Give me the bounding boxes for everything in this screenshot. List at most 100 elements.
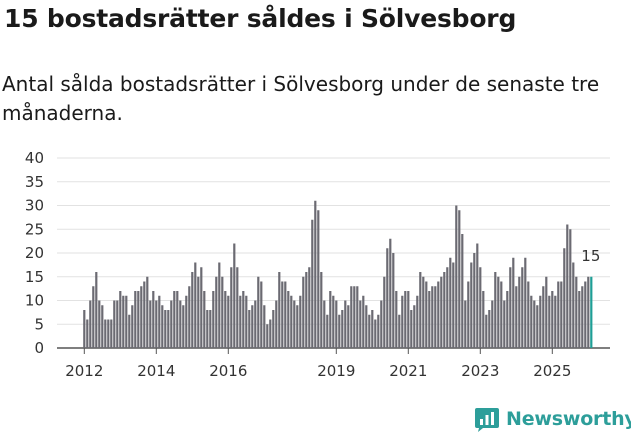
bar: [497, 276, 500, 348]
bar: [290, 295, 293, 348]
bar: [110, 319, 113, 348]
bar: [320, 272, 323, 348]
bar: [341, 310, 344, 348]
bar: [473, 253, 476, 348]
x-tick-label: 2014: [137, 362, 175, 380]
bar: [467, 281, 470, 348]
bar: [506, 291, 509, 348]
bar: [539, 295, 542, 348]
bar: [149, 300, 152, 348]
bar: [197, 276, 200, 348]
bar: [533, 300, 536, 348]
bar: [548, 295, 551, 348]
bar: [89, 300, 92, 348]
bar: [422, 276, 425, 348]
bar: [284, 281, 287, 348]
bar: [428, 291, 431, 348]
bar: [215, 276, 218, 348]
bar: [317, 210, 320, 348]
bar: [557, 281, 560, 348]
bar: [503, 300, 506, 348]
bar: [164, 310, 167, 348]
bar: [272, 310, 275, 348]
bar: [143, 281, 146, 348]
bar: [248, 310, 251, 348]
bar: [440, 276, 443, 348]
bar: [281, 281, 284, 348]
newsworthy-brand: Newsworthy: [474, 406, 631, 432]
bar: [188, 286, 191, 348]
last-value-label: 15: [581, 247, 600, 265]
bar: [563, 248, 566, 348]
bar: [572, 262, 575, 348]
bar: [419, 272, 422, 348]
bar: [218, 262, 221, 348]
bar: [158, 295, 161, 348]
bar: [527, 281, 530, 348]
bar: [560, 281, 563, 348]
bar-latest: [590, 276, 593, 348]
bar: [566, 224, 569, 348]
bar: [362, 295, 365, 348]
bar: [554, 295, 557, 348]
bar: [98, 300, 101, 348]
bar: [392, 253, 395, 348]
bar: [131, 305, 134, 348]
bar: [92, 286, 95, 348]
bar: [194, 262, 197, 348]
bar: [485, 314, 488, 348]
bar: [209, 310, 212, 348]
bar: [182, 305, 185, 348]
bar: [443, 272, 446, 348]
x-tick-label: 2021: [389, 362, 427, 380]
bar: [407, 291, 410, 348]
bars: [83, 200, 593, 348]
bar: [356, 286, 359, 348]
bar: [344, 300, 347, 348]
bar: [338, 314, 341, 348]
y-tick-label: 25: [25, 220, 44, 238]
bar: [161, 305, 164, 348]
chart-subtitle: Antal sålda bostadsrätter i Sölvesborg u…: [2, 72, 600, 125]
bar: [449, 257, 452, 348]
bar: [413, 305, 416, 348]
bar: [173, 291, 176, 348]
bar: [101, 305, 104, 348]
bar: [512, 257, 515, 348]
bar: [398, 314, 401, 348]
bar: [464, 300, 467, 348]
bar: [86, 319, 89, 348]
bar: [365, 305, 368, 348]
bar: [389, 238, 392, 348]
bar: [167, 310, 170, 348]
bar: [524, 257, 527, 348]
y-tick-label: 0: [34, 339, 44, 357]
bar: [113, 300, 116, 348]
bar: [302, 276, 305, 348]
bar: [203, 291, 206, 348]
bar: [347, 305, 350, 348]
bar: [461, 234, 464, 348]
bar: [551, 291, 554, 348]
bar: [314, 200, 317, 348]
bar: [134, 291, 137, 348]
bar: [152, 291, 155, 348]
bar: [305, 272, 308, 348]
bar: [122, 295, 125, 348]
bar: [176, 291, 179, 348]
bar: [581, 286, 584, 348]
bar: [308, 267, 311, 348]
bar: [233, 243, 236, 348]
x-axis: 2012 2014 2016 2019 2021 2023 2025: [65, 348, 571, 380]
bar: [500, 281, 503, 348]
bar: [383, 276, 386, 348]
bar: [410, 310, 413, 348]
x-tick-label: 2016: [209, 362, 247, 380]
y-tick-label: 5: [34, 315, 44, 333]
bar: [458, 210, 461, 348]
bar: [104, 319, 107, 348]
y-axis-ticks: 0 5 10 15 20 25 30 35 40: [25, 149, 44, 357]
bar: [311, 219, 314, 348]
bar: [287, 291, 290, 348]
bar: [212, 291, 215, 348]
